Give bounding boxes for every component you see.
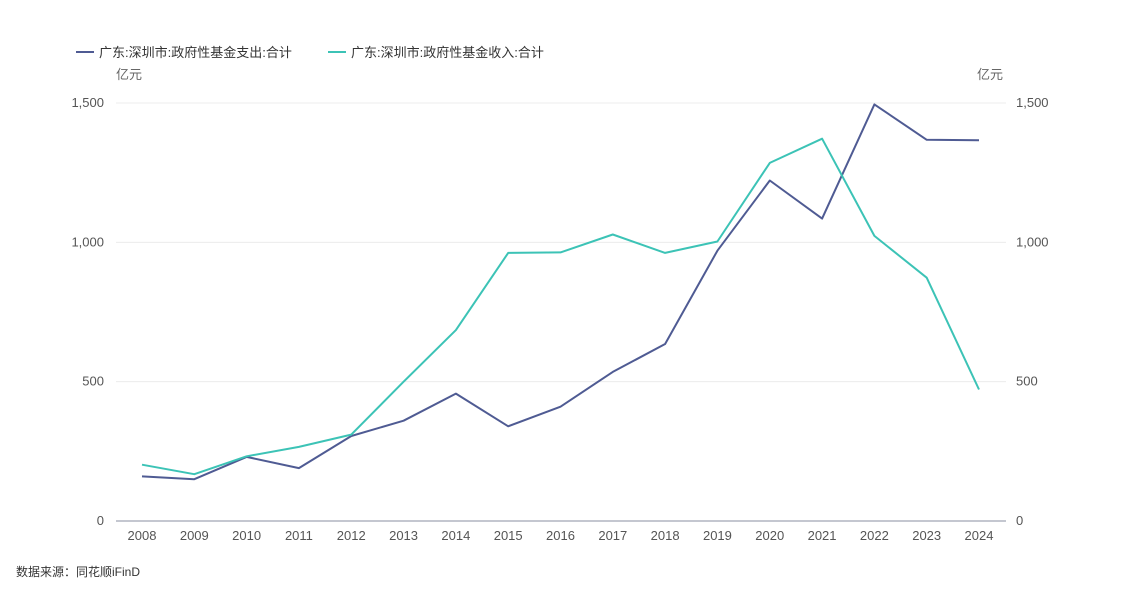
y-right-axis: 0 500 1,000 1,500 (1016, 95, 1049, 528)
x-tick-label: 2011 (285, 528, 313, 543)
x-tick-label: 2021 (808, 528, 837, 543)
series-line-revenue[interactable] (141, 137, 980, 476)
x-tick-label: 2010 (232, 528, 261, 543)
x-tick-label: 2015 (494, 528, 523, 543)
y-right-tick-label: 1,500 (1016, 95, 1049, 110)
y-right-tick-label: 0 (1016, 513, 1023, 528)
y-right-unit-label: 亿元 (977, 67, 1003, 82)
y-left-tick-label: 1,500 (71, 95, 104, 110)
y-right-tick-label: 500 (1016, 374, 1038, 389)
x-tick-label: 2008 (128, 528, 157, 543)
source-note: 数据来源：同花顺iFinD (16, 564, 140, 579)
x-tick-label: 2024 (965, 528, 994, 543)
legend-label-expenditure: 广东:深圳市:政府性基金支出:合计 (99, 45, 292, 60)
legend-item-revenue[interactable]: 广东:深圳市:政府性基金收入:合计 (328, 45, 544, 60)
x-tick-label: 2018 (651, 528, 680, 543)
x-tick-label: 2013 (389, 528, 418, 543)
x-tick-label: 2009 (180, 528, 209, 543)
y-left-unit-label: 亿元 (116, 67, 142, 82)
legend-item-expenditure[interactable]: 广东:深圳市:政府性基金支出:合计 (76, 45, 292, 60)
x-tick-label: 2017 (598, 528, 627, 543)
series-group (141, 103, 980, 481)
y-left-axis: 0 500 1,000 1,500 (71, 95, 104, 528)
x-tick-label: 2012 (337, 528, 366, 543)
x-tick-label: 2016 (546, 528, 575, 543)
legend: 广东:深圳市:政府性基金支出:合计 广东:深圳市:政府性基金收入:合计 (76, 45, 544, 60)
y-left-tick-label: 0 (97, 513, 104, 528)
series-line-expenditure[interactable] (141, 103, 980, 481)
y-left-tick-label: 1,000 (71, 234, 104, 249)
x-tick-label: 2023 (912, 528, 941, 543)
y-left-tick-label: 500 (82, 374, 104, 389)
y-right-tick-label: 1,000 (1016, 234, 1049, 249)
x-tick-label: 2019 (703, 528, 732, 543)
x-tick-label: 2020 (755, 528, 784, 543)
x-axis: 2008 2009 2010 2011 2012 2013 2014 2015 2016 2017… (128, 528, 994, 543)
legend-label-revenue: 广东:深圳市:政府性基金收入:合计 (351, 45, 544, 60)
x-tick-label: 2022 (860, 528, 889, 543)
gridlines (116, 102, 1006, 383)
x-tick-label: 2014 (441, 528, 470, 543)
